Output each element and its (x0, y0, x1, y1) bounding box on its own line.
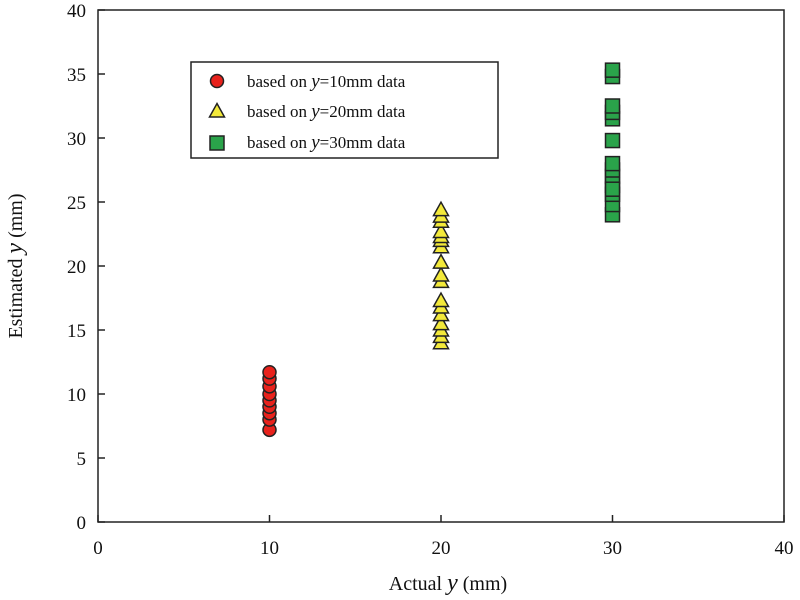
data-point-triangle (432, 291, 450, 308)
y-tick-label: 15 (67, 321, 86, 342)
data-point-triangle (432, 314, 450, 331)
y-tick-label: 10 (67, 385, 86, 406)
x-tick-label: 0 (93, 538, 103, 559)
legend-label-10mm-prefix: based on (247, 72, 311, 91)
y-tick-label: 0 (77, 513, 87, 534)
legend-label-10mm-var: y (309, 71, 320, 92)
data-point-square (604, 62, 621, 78)
x-tick-label: 40 (775, 538, 794, 559)
y-tick-label: 25 (67, 193, 86, 214)
x-axis-label-prefix: Actual (389, 573, 447, 595)
legend-label-20mm-var: y (309, 101, 320, 122)
data-point-triangle (432, 265, 450, 282)
data-point-triangle (432, 305, 450, 322)
legend-box (190, 61, 499, 159)
data-point-circle (262, 364, 277, 380)
data-point-triangle (432, 253, 450, 269)
y-tick-label: 20 (67, 257, 86, 278)
data-point-square (604, 132, 621, 149)
legend: based on y=10mm data based on y=20mm dat… (190, 61, 499, 159)
legend-marker-circle (209, 73, 225, 89)
legend-label-20mm-suffix: =20mm data (320, 102, 406, 121)
x-tick-label: 20 (432, 538, 451, 559)
y-tick-label: 30 (67, 129, 86, 150)
y-tick-label: 40 (67, 1, 86, 22)
x-axis-label: Actual y (mm) (389, 570, 507, 596)
data-points (262, 62, 621, 438)
x-tick-label: 10 (260, 538, 279, 559)
y-tick-label: 35 (67, 65, 86, 86)
y-axis-label-var: y (2, 243, 28, 256)
x-axis-label-suffix: (mm) (458, 573, 507, 595)
data-point-triangle (432, 200, 450, 217)
data-point-square (604, 98, 621, 114)
legend-label-20mm: based on y=20mm data (247, 101, 406, 122)
y-axis-label: Estimated y (mm) (2, 193, 28, 338)
x-axis: 0 10 20 30 40 (93, 515, 794, 559)
data-point-square (604, 181, 621, 197)
data-point-triangle (432, 222, 450, 239)
legend-marker-square (209, 135, 225, 151)
legend-label-30mm-prefix: based on (247, 133, 311, 152)
y-axis-label-suffix: (mm) (5, 193, 27, 242)
data-point-square (604, 155, 621, 172)
legend-marker-triangle (208, 101, 226, 118)
x-axis-label-var: y (445, 570, 458, 596)
y-tick-label: 5 (77, 449, 87, 470)
y-axis-label-prefix: Estimated (5, 254, 27, 339)
legend-label-30mm-var: y (309, 132, 320, 153)
legend-label-20mm-prefix: based on (247, 102, 311, 121)
x-tick-label: 30 (603, 538, 622, 559)
legend-label-30mm: based on y=30mm data (247, 132, 406, 153)
legend-label-30mm-suffix: =30mm data (320, 133, 406, 152)
legend-label-10mm-suffix: =10mm data (320, 72, 406, 91)
y-axis: 0 5 10 15 20 25 30 35 40 (67, 1, 105, 534)
legend-label-10mm: based on y=10mm data (247, 71, 406, 92)
